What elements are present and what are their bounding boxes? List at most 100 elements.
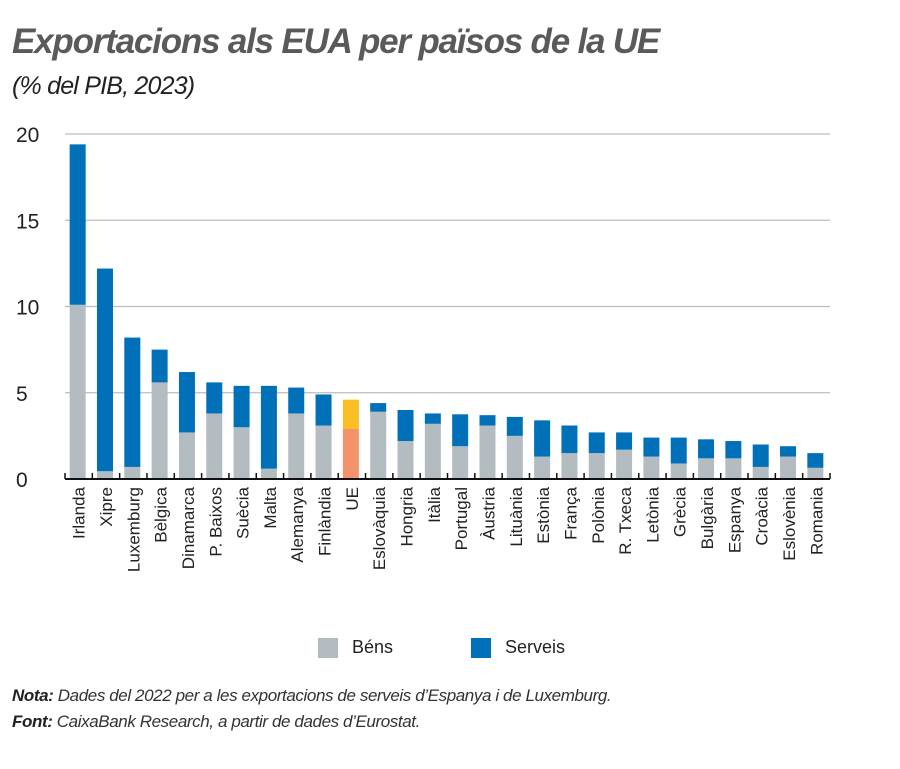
legend-label-services: Serveis	[505, 637, 566, 657]
x-tick-label: P. Baixos	[206, 487, 225, 557]
bar-services-2	[124, 337, 141, 467]
bar-goods-16	[506, 435, 523, 479]
x-tick-label: Grècia	[671, 486, 690, 537]
legend-item-goods: Béns	[318, 637, 393, 658]
bar-goods-23	[698, 458, 715, 479]
bar-services-5	[206, 382, 223, 414]
x-tick-label: UE	[343, 487, 362, 511]
x-tick-label: R. Txeca	[616, 486, 635, 554]
bar-services-26	[780, 446, 797, 457]
bar-goods-8	[288, 413, 305, 479]
bar-goods-0	[69, 304, 86, 479]
x-tick-label: Lituània	[507, 486, 526, 546]
x-tick-label: Xipre	[97, 487, 116, 527]
legend-swatch-goods	[318, 637, 338, 658]
note-label: Nota:	[12, 686, 54, 705]
y-tick-label: 10	[16, 297, 39, 320]
bar-services-21	[643, 437, 660, 457]
x-tick-label: França	[561, 486, 580, 539]
bar-goods-19	[588, 453, 605, 479]
bar-services-16	[506, 416, 523, 436]
bar-services-7	[260, 385, 277, 469]
x-tick-label: Bulgària	[698, 486, 717, 549]
bar-services-13	[424, 413, 441, 424]
x-tick-label: Àustria	[479, 486, 498, 539]
bar-services-22	[670, 437, 687, 464]
bar-goods-14	[452, 446, 469, 479]
x-tick-label: Alemanya	[288, 486, 307, 562]
stacked-bar-chart: 0 5 10 15 20 Irlanda Xipre Luxemburg Bèlgica Dina…	[16, 124, 831, 572]
note-text: Dades del 2022 per a les exportacions de…	[53, 686, 612, 705]
bar-services-23	[698, 439, 715, 459]
note: Nota: Dades del 2022 per a les exportaci…	[12, 686, 612, 706]
bar-services-18	[561, 425, 578, 454]
bar-goods-25	[752, 466, 769, 479]
chart-subtitle: (% del PIB, 2023)	[12, 72, 195, 100]
x-tick-label: Portugal	[452, 487, 471, 550]
bar-services-10	[342, 399, 359, 429]
bar-services-25	[752, 444, 769, 467]
bar-services-15	[479, 415, 496, 426]
bar-goods-21	[643, 456, 660, 479]
bar-goods-17	[534, 456, 551, 479]
x-tick-label: Espanya	[725, 486, 744, 553]
bar-services-24	[725, 441, 742, 459]
bar-goods-15	[479, 425, 496, 479]
bar-services-11	[370, 403, 387, 412]
x-tick-label: Estònia	[534, 486, 553, 543]
x-tick-label: Croàcia	[753, 486, 772, 545]
y-tick-label: 0	[16, 469, 28, 492]
bar-goods-7	[260, 468, 277, 479]
chart-title: Exportacions als EUA per països de la UE	[12, 22, 660, 61]
x-tick-label: Bèlgica	[152, 486, 171, 542]
bar-services-6	[233, 385, 250, 428]
bar-goods-9	[315, 425, 332, 479]
bar-goods-22	[670, 463, 687, 479]
bar-goods-26	[780, 456, 797, 479]
y-tick-label: 5	[16, 383, 28, 406]
bar-goods-2	[124, 466, 141, 479]
legend-swatch-services	[471, 637, 491, 658]
source: Font: CaixaBank Research, a partir de da…	[12, 712, 420, 732]
bar-services-14	[452, 414, 469, 447]
bar-goods-1	[96, 471, 113, 479]
x-tick-label: Itàlia	[425, 486, 444, 522]
bar-services-12	[397, 410, 414, 442]
bar-goods-10	[342, 428, 359, 479]
bar-goods-6	[233, 427, 250, 479]
bar-goods-18	[561, 453, 578, 479]
x-tick-label: Luxemburg	[124, 487, 143, 572]
bar-services-8	[288, 387, 305, 414]
x-tick-label: Dinamarca	[179, 486, 198, 569]
x-tick-label: Finlàndia	[316, 486, 335, 556]
bar-services-0	[69, 144, 86, 305]
bar-goods-3	[151, 382, 168, 479]
bar-services-4	[178, 372, 195, 433]
x-tick-label: Eslovènia	[780, 486, 799, 560]
bar-services-1	[96, 268, 113, 472]
bar-goods-12	[397, 441, 414, 479]
bar-services-17	[534, 420, 551, 457]
x-tick-label: Eslovàquia	[370, 486, 389, 570]
bar-services-19	[588, 432, 605, 454]
y-tick-label: 20	[16, 124, 39, 147]
bar-goods-13	[424, 423, 441, 479]
bar-goods-11	[370, 411, 387, 479]
x-tick-label: Hongria	[398, 486, 417, 546]
x-tick-label: Polònia	[589, 486, 608, 543]
bar-services-9	[315, 394, 332, 426]
bar-services-27	[807, 453, 824, 468]
legend-label-goods: Béns	[352, 637, 394, 657]
bar-goods-20	[616, 449, 633, 479]
bar-services-3	[151, 349, 168, 383]
bar-goods-5	[206, 413, 223, 479]
bar-goods-27	[807, 467, 824, 479]
x-tick-label: Romania	[807, 486, 826, 555]
bar-services-20	[616, 432, 633, 450]
legend-item-services: Serveis	[471, 637, 565, 658]
x-tick-label: Letònia	[643, 486, 662, 542]
x-tick-label: Irlanda	[70, 486, 89, 539]
bar-goods-24	[725, 458, 742, 479]
x-tick-label: Malta	[261, 486, 280, 528]
source-text: CaixaBank Research, a partir de dades d’…	[52, 712, 421, 731]
